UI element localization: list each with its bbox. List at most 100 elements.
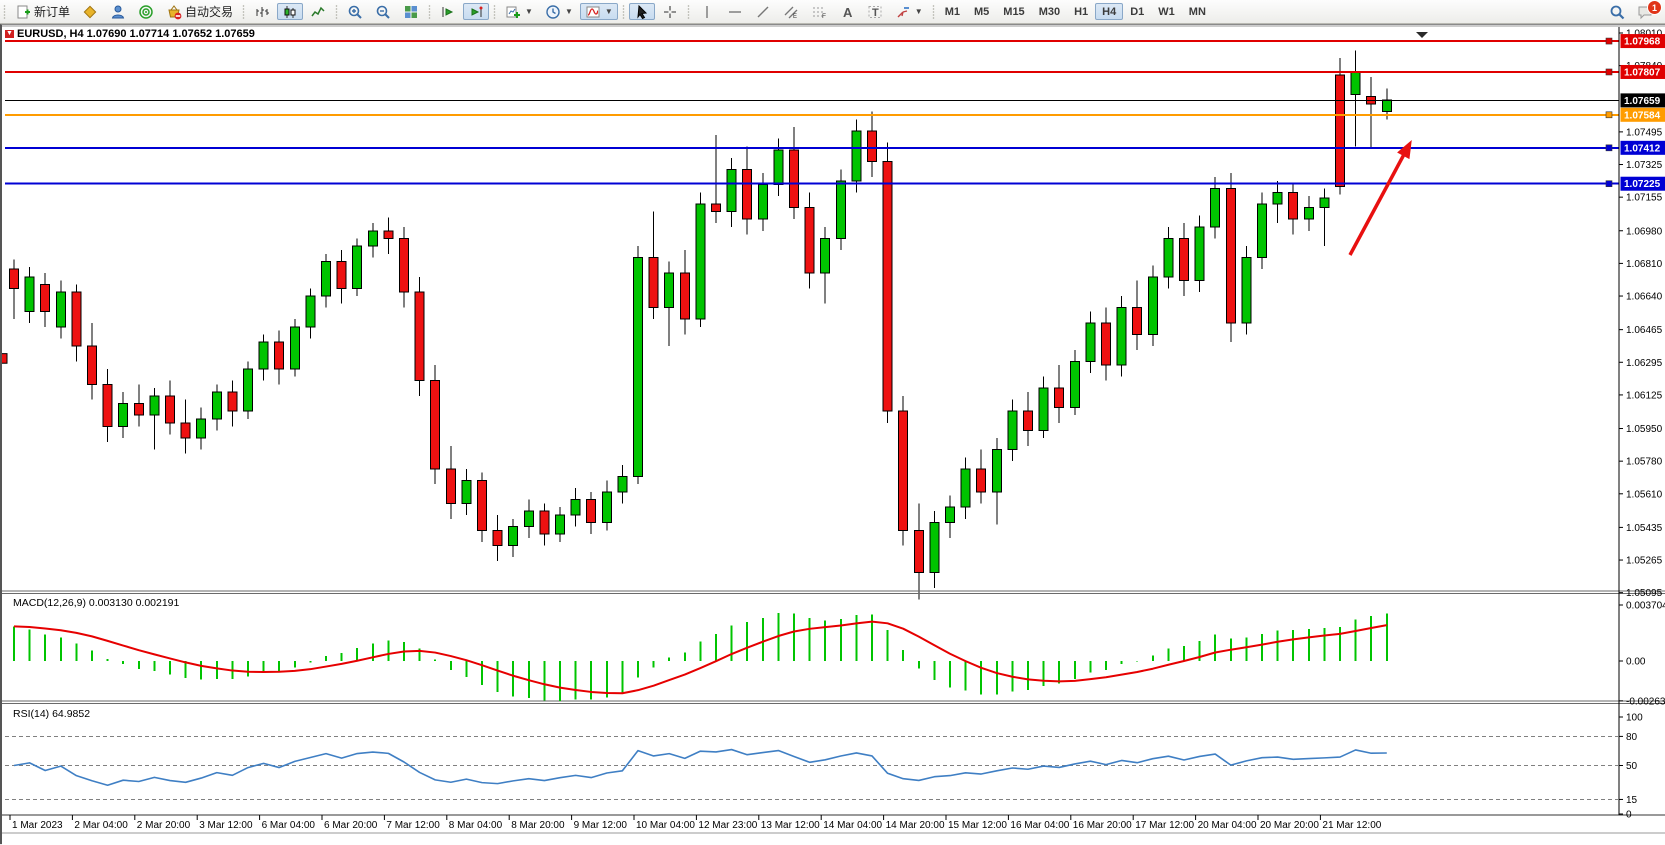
alerts-button[interactable]: [133, 3, 159, 20]
text-label-button[interactable]: T: [862, 3, 888, 20]
bull-candle: [1382, 100, 1391, 112]
svg-text:E: E: [793, 14, 797, 20]
bull-candle: [774, 150, 783, 185]
toolbar-grip: [492, 4, 497, 20]
bull-candle: [1211, 189, 1220, 227]
equidistant-channel-button[interactable]: E: [778, 3, 804, 20]
bear-candle: [337, 261, 346, 288]
bull-candle: [665, 273, 674, 308]
candlestick-chart-button[interactable]: [277, 3, 303, 20]
cursor-button[interactable]: [629, 3, 655, 20]
bull-candle: [197, 419, 206, 438]
bear-candle: [899, 411, 908, 530]
bear-candle: [415, 292, 424, 380]
bull-candle: [25, 277, 34, 312]
periods-button[interactable]: ▼: [540, 3, 578, 20]
arrows-shapes-button[interactable]: ▼: [890, 3, 928, 20]
time-tick-label: 2 Mar 20:00: [137, 820, 191, 831]
bear-candle: [493, 530, 502, 545]
level-handle[interactable]: [1606, 145, 1612, 151]
bear-candle: [712, 204, 721, 212]
button-label: M5: [974, 6, 989, 18]
fibonacci-button[interactable]: F: [806, 3, 832, 20]
bull-candle: [634, 258, 643, 477]
price-tick-label: 1.07155: [1626, 193, 1663, 204]
rsi-scale-label: 0: [1626, 810, 1632, 821]
dropdown-caret-icon[interactable]: ▼: [565, 7, 573, 16]
time-tick-label: 3 Mar 12:00: [199, 820, 253, 831]
chart-window-icon[interactable]: ▼: [5, 30, 14, 38]
toolbar-grip: [427, 4, 432, 20]
profiles-button[interactable]: [105, 3, 131, 20]
rsi-indicator-label: RSI(14) 64.9852: [13, 708, 90, 720]
tile-windows-button[interactable]: [398, 3, 424, 20]
chart-window: 1.080101.078401.074951.073251.071551.069…: [0, 24, 1665, 844]
time-tick-label: 16 Mar 04:00: [1010, 820, 1069, 831]
chart-plus-icon: [505, 4, 521, 20]
dropdown-caret-icon[interactable]: ▼: [915, 7, 923, 16]
clock-icon: [545, 4, 561, 20]
tf-button-M15[interactable]: M15: [996, 3, 1031, 20]
svg-text:A: A: [843, 5, 853, 20]
basket-icon: [166, 4, 182, 20]
market-watch-button[interactable]: [77, 3, 103, 20]
tf-button-D1[interactable]: D1: [1123, 3, 1151, 20]
doc-plus-icon: [15, 4, 31, 20]
level-handle[interactable]: [1606, 112, 1612, 118]
tf-button-MN[interactable]: MN: [1182, 3, 1213, 20]
button-label: 新订单: [34, 3, 70, 20]
bear-candle: [1024, 411, 1033, 430]
level-handle[interactable]: [1606, 69, 1612, 75]
auto-scroll-button[interactable]: [435, 3, 461, 20]
tf-button-M5[interactable]: M5: [967, 3, 996, 20]
bear-candle: [1336, 75, 1345, 186]
bar-chart-button[interactable]: [249, 3, 275, 20]
horizontal-line-button[interactable]: [722, 3, 748, 20]
bull-candle: [1320, 198, 1329, 208]
notifications-button[interactable]: 1: [1632, 3, 1658, 20]
vertical-line-button[interactable]: [694, 3, 720, 20]
tf-button-M1[interactable]: M1: [938, 3, 967, 20]
tf-button-H1[interactable]: H1: [1067, 3, 1095, 20]
magnifier-icon: [1609, 4, 1625, 20]
bear-candle: [1180, 238, 1189, 280]
dropdown-caret-icon[interactable]: ▼: [605, 7, 613, 16]
bull-candle: [290, 327, 299, 369]
bull-candle: [1273, 192, 1282, 204]
trendline-button[interactable]: [750, 3, 776, 20]
auto-trading-button[interactable]: 自动交易: [161, 3, 238, 20]
chart-shift-icon: [468, 4, 484, 20]
person-icon: [110, 4, 126, 20]
chart-canvas[interactable]: 1.080101.078401.074951.073251.071551.069…: [2, 25, 1665, 845]
new-chart-button[interactable]: ▼: [500, 3, 538, 20]
search-button[interactable]: [1604, 3, 1630, 20]
tf-button-W1[interactable]: W1: [1151, 3, 1182, 20]
level-handle[interactable]: [1606, 181, 1612, 187]
text-button[interactable]: A: [834, 3, 860, 20]
bear-candle: [446, 469, 455, 504]
tline-icon: [755, 4, 771, 20]
new-order-button[interactable]: 新订单: [10, 3, 75, 20]
dropdown-caret-icon[interactable]: ▼: [525, 7, 533, 16]
bear-candle: [914, 530, 923, 572]
chart-shift-button[interactable]: [463, 3, 489, 20]
bull-candle: [1164, 238, 1173, 276]
time-tick-label: 13 Mar 12:00: [761, 820, 820, 831]
macd-indicator-label: MACD(12,26,9) 0.003130 0.002191: [13, 597, 179, 609]
button-label: W1: [1158, 6, 1175, 18]
bull-candle: [1195, 227, 1204, 281]
zoom-out-button[interactable]: [370, 3, 396, 20]
button-label: M15: [1003, 6, 1024, 18]
bear-candle: [540, 511, 549, 534]
time-tick-label: 20 Mar 20:00: [1260, 820, 1319, 831]
current-price-badge: 1.07659: [1624, 96, 1661, 107]
bars-icon: [254, 4, 270, 20]
level-handle[interactable]: [1606, 38, 1612, 44]
tf-button-H4[interactable]: H4: [1095, 3, 1123, 20]
tf-button-M30[interactable]: M30: [1032, 3, 1067, 20]
crosshair-button[interactable]: [657, 3, 683, 20]
zoom-in-button[interactable]: [342, 3, 368, 20]
indicators-button[interactable]: ▼: [580, 3, 618, 20]
line-chart-button[interactable]: [305, 3, 331, 20]
time-tick-label: 10 Mar 04:00: [636, 820, 695, 831]
